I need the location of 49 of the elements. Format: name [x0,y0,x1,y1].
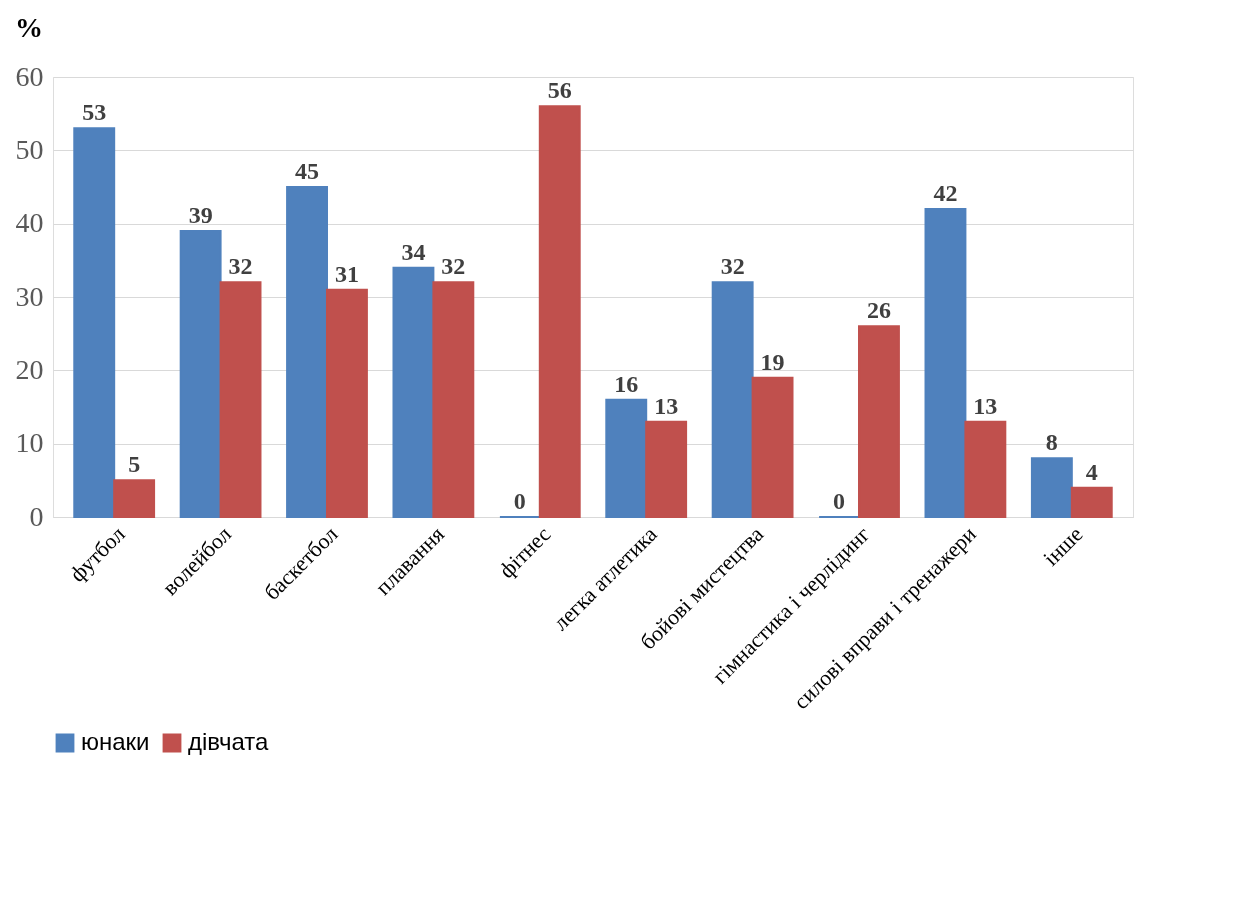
y-axis-title: % [15,12,43,43]
data-label: 53 [82,99,107,126]
data-label: 13 [654,392,679,419]
bar [286,186,328,518]
y-tick-label: 60 [15,60,44,92]
bar [605,398,648,518]
y-tick-label: 0 [29,500,44,532]
legend-label: дівчата [188,728,270,755]
data-label: 5 [128,451,141,478]
data-label: 16 [614,370,639,397]
y-tick-label: 30 [15,280,44,312]
data-label: 26 [866,297,891,324]
bar [751,376,794,518]
data-label: 45 [295,158,320,184]
data-label: 0 [833,488,846,514]
legend-label: юнаки [81,728,150,755]
bar [73,127,116,518]
bar [392,266,435,518]
data-label: 32 [228,253,253,280]
bar [325,288,368,518]
bar [113,479,156,518]
bar [432,281,475,518]
bar [1030,457,1073,518]
data-label: 34 [401,238,426,265]
data-label: 32 [720,253,745,280]
data-label: 31 [334,260,359,287]
bar [179,230,222,518]
y-tick-label: 10 [15,427,44,459]
data-label: 4 [1085,458,1098,485]
bar [1070,486,1113,518]
data-label: 39 [188,202,213,228]
x-tick-label: інше [1038,521,1088,571]
data-label: 56 [547,77,572,104]
data-label: 8 [1045,429,1058,456]
bar [219,281,262,518]
bar [964,420,1007,518]
bar [538,105,581,518]
bar [711,281,754,518]
data-label: 13 [973,392,998,419]
y-tick-label: 20 [15,353,44,385]
data-label: 19 [760,348,785,375]
y-tick-label: 40 [15,207,44,239]
data-label: 0 [513,488,526,514]
bar [645,420,688,518]
bar [924,208,967,518]
bar [858,325,900,518]
y-tick-label: 50 [15,133,44,165]
data-label: 32 [441,253,466,280]
data-label: 42 [933,180,958,206]
